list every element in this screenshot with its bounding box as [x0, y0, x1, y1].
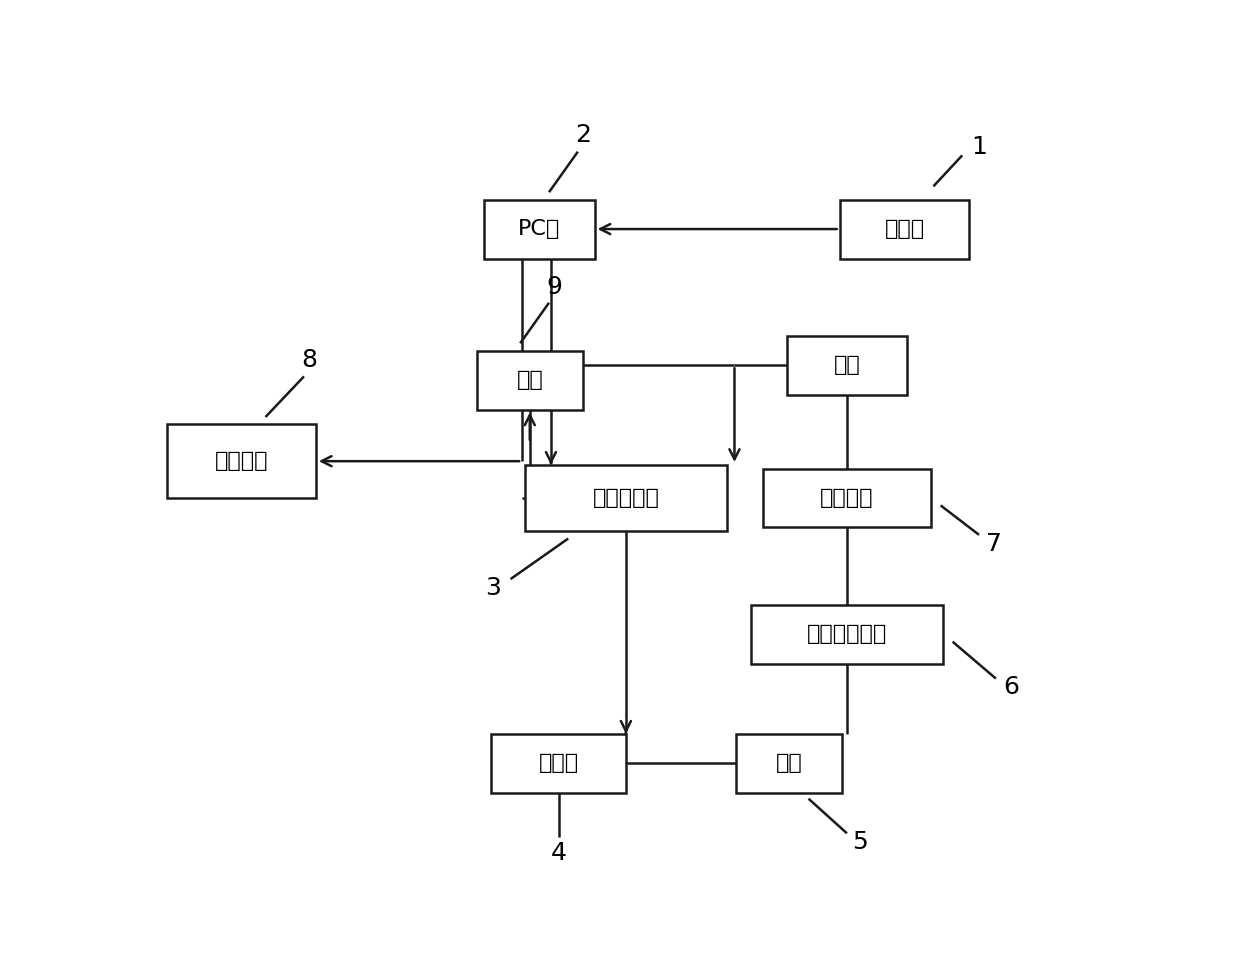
Bar: [787, 336, 906, 395]
Bar: [751, 605, 944, 664]
Text: 8: 8: [301, 348, 316, 372]
Text: 仪表: 仪表: [833, 355, 861, 375]
Bar: [167, 424, 316, 498]
Text: PC机: PC机: [518, 219, 560, 239]
Text: 气缸: 气缸: [776, 753, 802, 773]
Text: 9: 9: [546, 275, 562, 299]
Bar: [491, 734, 626, 792]
Text: 弹性连接装置: 弹性连接装置: [807, 624, 887, 644]
Text: 4: 4: [551, 841, 567, 865]
Text: 报警装置: 报警装置: [215, 451, 268, 471]
Bar: [525, 465, 727, 531]
Text: 1: 1: [972, 135, 987, 159]
Text: 2: 2: [574, 123, 590, 147]
Text: 电磁阀: 电磁阀: [538, 753, 579, 773]
Bar: [484, 200, 595, 258]
Bar: [737, 734, 842, 792]
Text: 摄像头: 摄像头: [884, 219, 925, 239]
Bar: [477, 350, 583, 410]
Text: 电源: 电源: [516, 370, 543, 390]
Bar: [839, 200, 970, 258]
Text: 控制电路板: 控制电路板: [593, 488, 660, 508]
Text: 6: 6: [1003, 676, 1019, 700]
Text: 3: 3: [485, 576, 501, 600]
Text: 5: 5: [852, 830, 868, 855]
Text: 振动支架: 振动支架: [820, 488, 874, 508]
Bar: [763, 469, 931, 527]
Text: 7: 7: [987, 532, 1002, 556]
